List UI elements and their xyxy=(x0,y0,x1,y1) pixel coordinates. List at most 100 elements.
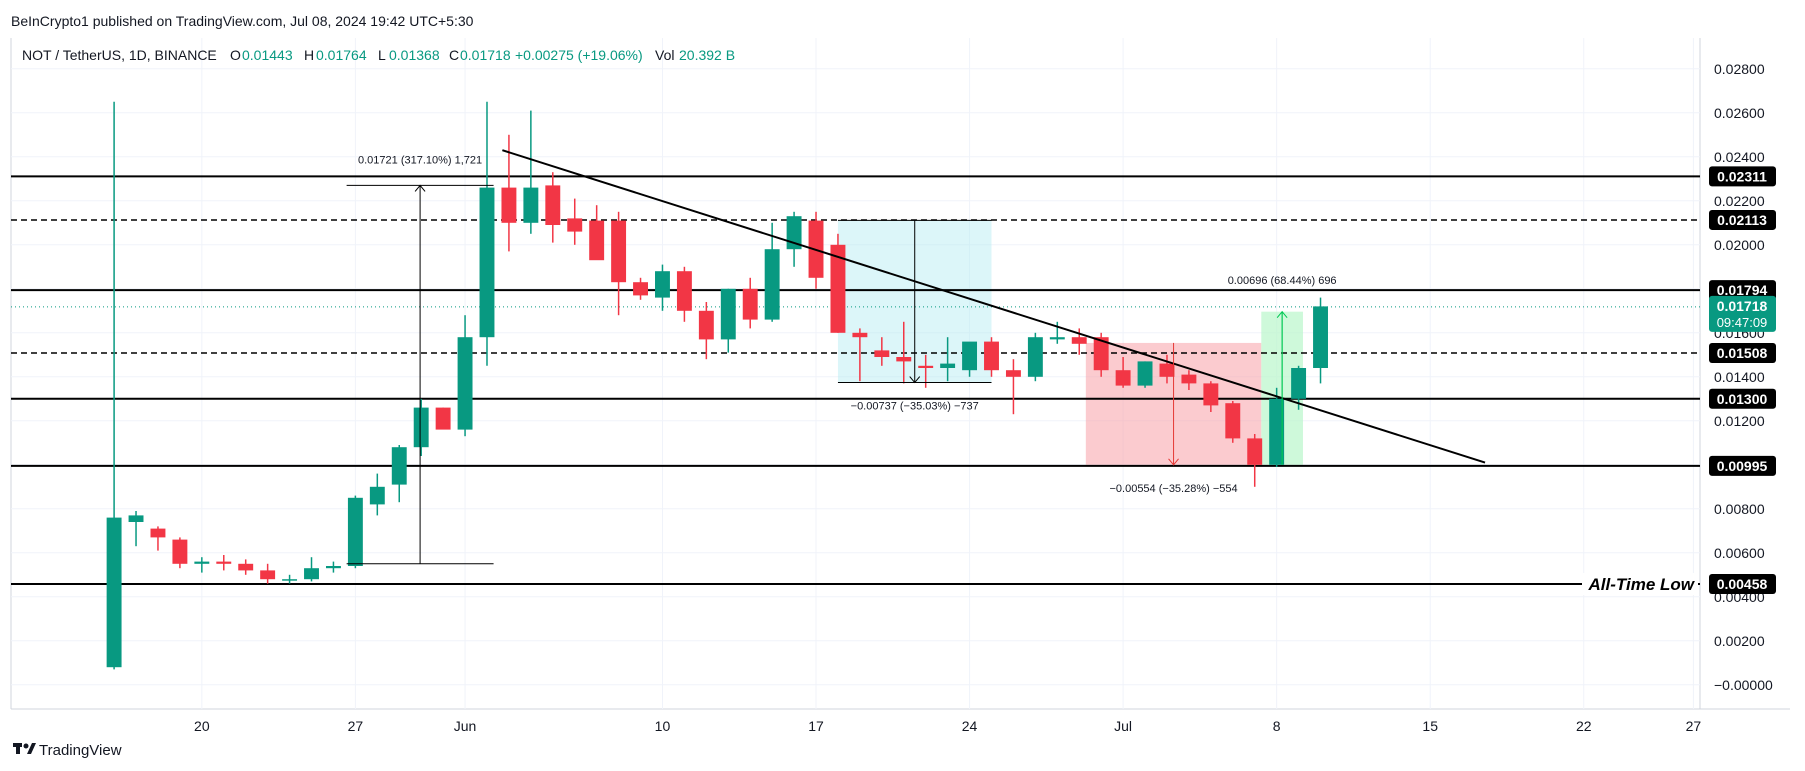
y-tick-label: 0.00200 xyxy=(1714,633,1765,649)
x-tick-label: 27 xyxy=(348,718,364,734)
change-value: +0.00275 (+19.06%) xyxy=(515,47,643,63)
arrow-down-icon xyxy=(1168,458,1179,466)
level-price-tag xyxy=(1709,166,1776,187)
y-tick-label: 0.02600 xyxy=(1714,105,1765,121)
candle-up xyxy=(304,568,319,580)
current-price-tag xyxy=(1709,295,1776,332)
close-value: 0.01718 xyxy=(460,47,511,63)
level-price-text: 0.02311 xyxy=(1717,168,1767,184)
candle-up xyxy=(962,341,978,371)
candle-down xyxy=(1005,370,1021,377)
level-price-tag xyxy=(1709,343,1776,364)
level-price-tag xyxy=(1709,574,1776,595)
candle-up xyxy=(347,497,363,566)
candle-up xyxy=(764,249,780,320)
candle-up xyxy=(325,566,341,569)
candle-up xyxy=(369,486,385,505)
all-time-low-label: All-Time Low xyxy=(1588,575,1696,594)
high-value: 0.01764 xyxy=(316,47,367,63)
time-axis: 20 27 Jun 10 17 24 Jul 8 15 22 27 xyxy=(194,718,1701,734)
tradingview-logo[interactable]: TradingView xyxy=(13,742,122,759)
arrow-down-icon xyxy=(909,376,921,384)
volume-value: 20.392 B xyxy=(679,47,735,63)
candle-down xyxy=(172,539,188,564)
candle-down xyxy=(918,365,934,368)
candle-down xyxy=(852,332,868,338)
level-price-text: 0.01794 xyxy=(1717,282,1768,298)
candle-up xyxy=(413,407,429,448)
x-tick-label: 10 xyxy=(655,718,671,734)
level-price-text: 0.01508 xyxy=(1717,345,1768,361)
publisher-text: BeInCrypto1 published on TradingView.com… xyxy=(11,13,474,29)
x-tick-label: 22 xyxy=(1576,718,1592,734)
y-tick-label: −0.00000 xyxy=(1714,677,1773,693)
high-label: H xyxy=(304,47,314,63)
x-tick-label: 20 xyxy=(194,718,210,734)
level-price-text: 0.00995 xyxy=(1717,458,1768,474)
level-price-text: 0.02113 xyxy=(1717,212,1767,228)
descending-trendline xyxy=(502,149,1486,464)
candle-up xyxy=(1269,398,1285,465)
candle-down xyxy=(611,220,627,283)
candle-down xyxy=(1181,374,1197,384)
x-tick-label: 27 xyxy=(1686,718,1702,734)
candle-up xyxy=(391,447,407,485)
candle-up xyxy=(523,187,539,223)
arrow-up-icon xyxy=(1276,310,1288,319)
price-axis: 0.028000.026000.024000.022000.020000.018… xyxy=(1714,61,1773,693)
y-tick-label: 0.02800 xyxy=(1714,61,1765,77)
candle-down xyxy=(238,563,254,571)
candle-down xyxy=(984,341,999,371)
candle-down xyxy=(742,288,758,320)
candle-down xyxy=(567,218,583,232)
low-label: L xyxy=(378,47,386,63)
y-tick-label: 0.01400 xyxy=(1714,369,1765,385)
symbol-name[interactable]: NOT / TetherUS, 1D, BINANCE xyxy=(22,47,217,63)
x-tick-label: 15 xyxy=(1422,718,1438,734)
candle-up xyxy=(128,515,144,522)
measure-label: 0.01721 (317.10%) 1,721 xyxy=(358,154,482,166)
candle-down xyxy=(633,282,648,296)
candle-down xyxy=(1115,370,1131,386)
candle-down xyxy=(545,185,561,225)
y-tick-label: 0.01200 xyxy=(1714,413,1765,429)
candle-down xyxy=(260,570,276,580)
low-value: 0.01368 xyxy=(389,47,440,63)
tradingview-logo-icon xyxy=(13,743,36,754)
candle-down xyxy=(698,310,714,340)
candle-down xyxy=(1247,438,1263,465)
candle-up xyxy=(655,271,670,298)
level-price-tag xyxy=(1709,280,1776,301)
countdown-text: 09:47:09 xyxy=(1717,315,1768,330)
candle-up xyxy=(1291,368,1307,399)
trendline-layer xyxy=(502,149,1486,464)
level-price-tag xyxy=(1709,388,1776,409)
measure-label: 0.00696 (68.44%) 696 xyxy=(1228,275,1337,287)
candle-up xyxy=(1137,361,1153,386)
close-label: C xyxy=(449,47,459,63)
measurement-annotations: 0.01721 (317.10%) 1,721 −0.00737 (−35.03%… xyxy=(346,154,1337,565)
symbol-legend: NOT / TetherUS, 1D, BINANCE O 0.01443 H … xyxy=(22,47,735,63)
candle-down xyxy=(1225,403,1241,439)
level-price-tag xyxy=(1709,209,1776,230)
y-tick-label: 0.02200 xyxy=(1714,193,1765,209)
open-label: O xyxy=(230,47,241,63)
x-tick-label: Jul xyxy=(1114,718,1132,734)
candle-down xyxy=(1159,363,1175,377)
measure-label: −0.00554 (−35.28%) −554 xyxy=(1109,483,1237,495)
x-tick-label: 17 xyxy=(808,718,824,734)
candle-down xyxy=(874,350,890,357)
y-tick-label: 0.02000 xyxy=(1714,237,1765,253)
candle-down xyxy=(830,244,846,333)
atl-label-bg xyxy=(1582,573,1698,596)
horizontal-levels xyxy=(11,175,1700,586)
candle-up xyxy=(282,579,298,581)
candle-up xyxy=(457,337,473,430)
level-price-tag xyxy=(1709,455,1776,476)
tradingview-logo-text: TradingView xyxy=(39,742,122,759)
candles xyxy=(106,101,1328,670)
candle-down xyxy=(435,407,451,430)
candle-up xyxy=(479,187,495,338)
current-price-text: 0.01718 xyxy=(1717,298,1768,314)
